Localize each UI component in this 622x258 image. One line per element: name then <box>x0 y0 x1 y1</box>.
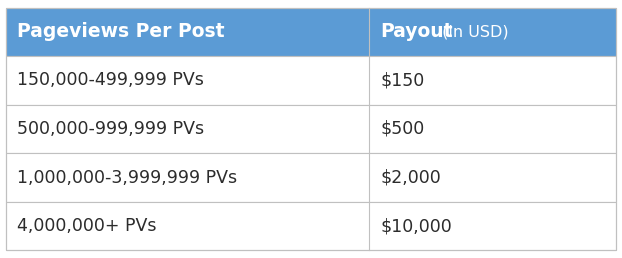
Text: Pageviews Per Post: Pageviews Per Post <box>17 22 225 42</box>
Bar <box>6 8 616 56</box>
Text: $10,000: $10,000 <box>380 217 452 235</box>
Bar <box>6 56 616 105</box>
Bar <box>6 202 616 250</box>
Text: $2,000: $2,000 <box>380 168 441 187</box>
Text: (in USD): (in USD) <box>437 25 509 39</box>
Bar <box>6 153 616 202</box>
Text: Payout: Payout <box>380 22 453 42</box>
Text: 500,000-999,999 PVs: 500,000-999,999 PVs <box>17 120 205 138</box>
Text: 1,000,000-3,999,999 PVs: 1,000,000-3,999,999 PVs <box>17 168 238 187</box>
Text: 150,000-499,999 PVs: 150,000-499,999 PVs <box>17 71 204 90</box>
Text: 4,000,000+ PVs: 4,000,000+ PVs <box>17 217 157 235</box>
Text: $500: $500 <box>380 120 424 138</box>
Bar <box>6 105 616 153</box>
Text: $150: $150 <box>380 71 424 90</box>
